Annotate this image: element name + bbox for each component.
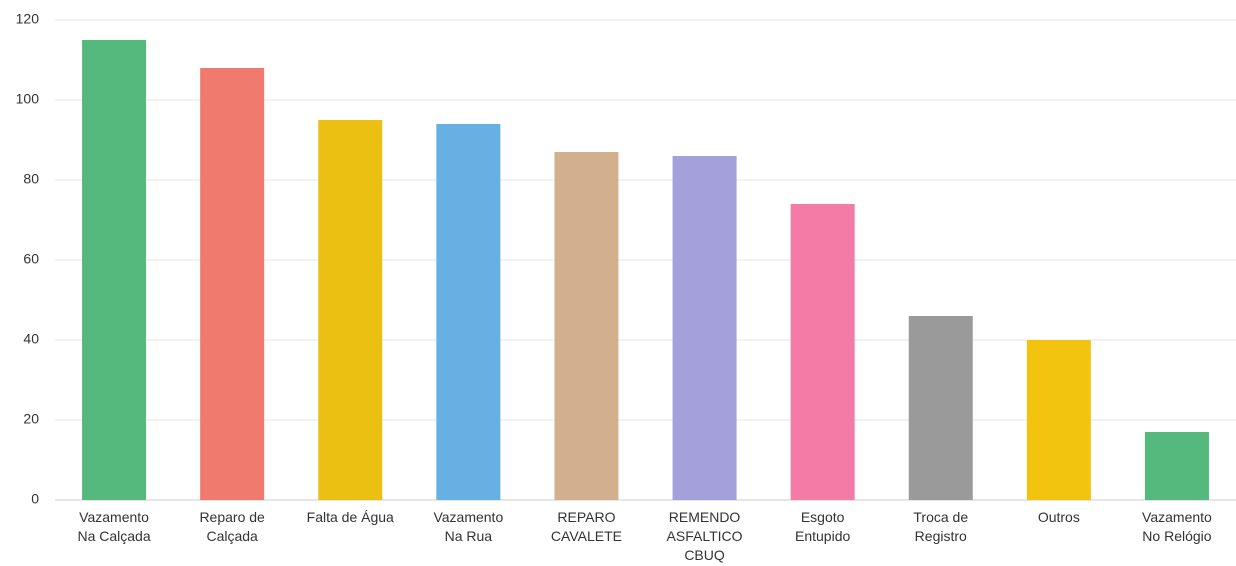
bar <box>790 204 855 500</box>
y-tick-label: 120 <box>16 11 40 27</box>
y-tick-label: 100 <box>16 91 40 107</box>
x-tick-label: REMENDO ASFALTICO CBUQ <box>666 509 743 563</box>
bar <box>318 120 383 500</box>
x-tick-label: Vazamento No Relógio <box>1142 509 1212 544</box>
bar <box>554 152 619 500</box>
x-tick-label: Outros <box>1037 509 1080 525</box>
x-tick-label: REPARO CAVALETE <box>550 509 622 544</box>
x-tick-label: Falta de Água <box>306 509 394 525</box>
bar <box>908 316 973 500</box>
x-tick-label: Vazamento Na Rua <box>433 509 504 544</box>
y-tick-label: 20 <box>23 411 39 427</box>
bar <box>1026 340 1091 500</box>
bar <box>82 40 147 500</box>
y-tick-label: 40 <box>23 331 39 347</box>
bar <box>200 68 265 500</box>
bar <box>672 156 737 500</box>
y-tick-label: 80 <box>23 171 39 187</box>
y-tick-label: 60 <box>23 251 39 267</box>
bar <box>1144 432 1209 500</box>
x-tick-label: Reparo de Calçada <box>199 509 265 544</box>
bar <box>436 124 501 500</box>
x-tick-label: Esgoto Entupido <box>795 509 851 544</box>
x-tick-label: Vazamento Na Calçada <box>77 509 151 544</box>
y-tick-label: 0 <box>31 491 39 507</box>
x-tick-label: Troca de Registro <box>913 509 969 544</box>
